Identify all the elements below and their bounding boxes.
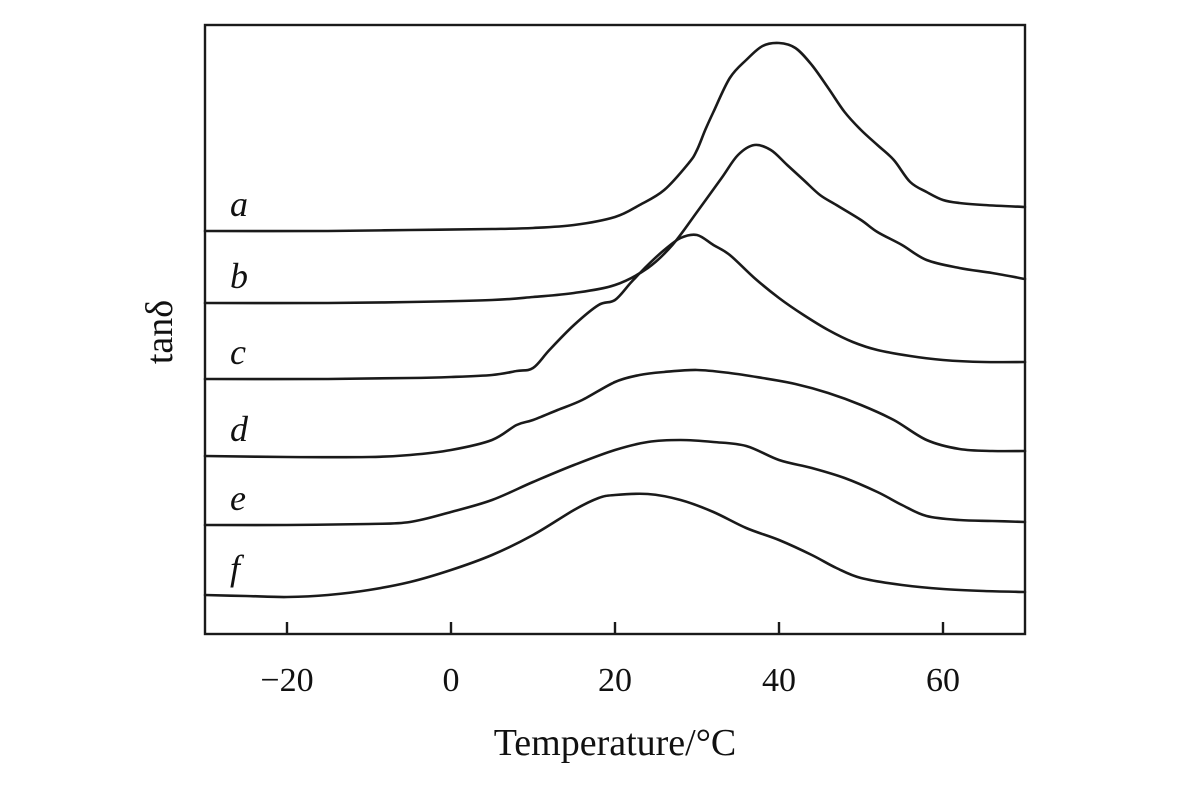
- series-line-a: [203, 41, 1027, 233]
- x-axis-ticks: [285, 622, 945, 634]
- series-line-b: [203, 143, 1027, 305]
- series-label-e: e: [230, 478, 246, 518]
- x-axis-label: Temperature/°C: [494, 722, 737, 764]
- x-axis-tick-labels: −20 0 20 40 60: [260, 662, 960, 699]
- x-tick-label: 40: [762, 662, 796, 699]
- series-line-c: [203, 233, 1027, 381]
- series-line-f: [203, 492, 1027, 599]
- series-label-f: f: [230, 548, 245, 588]
- series-label-a: a: [230, 184, 248, 224]
- series-line-d: [203, 368, 1027, 459]
- x-tick-label: 20: [598, 662, 632, 699]
- x-tick-label: 0: [443, 662, 460, 699]
- x-tick-label: −20: [260, 662, 313, 699]
- series-label-b: b: [230, 256, 248, 296]
- y-axis-label: tanδ: [139, 300, 181, 364]
- series-line-e: [203, 438, 1027, 527]
- plot-frame: [203, 23, 1027, 636]
- series-label-c: c: [230, 332, 246, 372]
- series-curves: [203, 41, 1027, 599]
- x-tick-label: 60: [926, 662, 960, 699]
- series-label-d: d: [230, 409, 249, 449]
